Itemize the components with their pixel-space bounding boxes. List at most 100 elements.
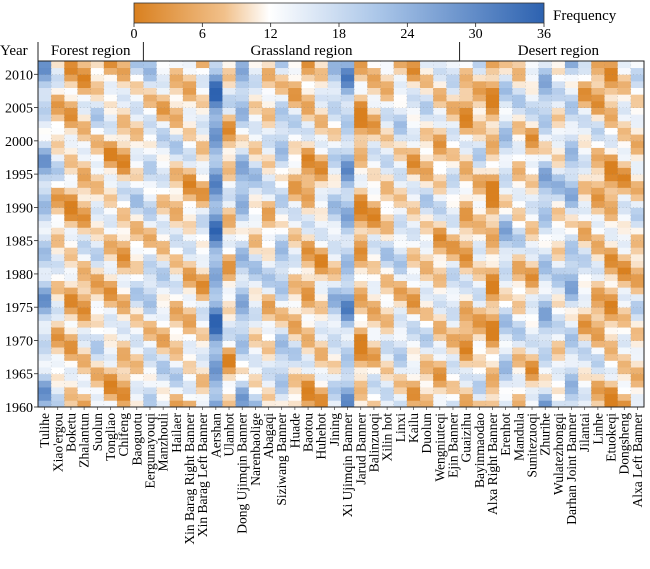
heatmap-cell	[446, 327, 460, 335]
heatmap-cell	[143, 107, 157, 115]
heatmap-cell	[235, 140, 250, 148]
heatmap-cell	[196, 253, 210, 262]
heatmap-cell	[499, 340, 513, 348]
heatmap-cell	[38, 61, 52, 69]
heatmap-cell	[248, 400, 263, 408]
heatmap-cell	[512, 360, 526, 368]
heatmap-cell	[314, 287, 329, 295]
heatmap-cell	[235, 353, 250, 361]
heatmap-cell	[103, 240, 118, 248]
heatmap-cell	[314, 340, 329, 348]
heatmap-cell	[64, 160, 78, 168]
heatmap-cell	[564, 120, 579, 128]
heatmap-cell	[248, 140, 263, 148]
heatmap-cell	[420, 393, 434, 401]
heatmap-cell	[196, 293, 210, 301]
heatmap-cell	[209, 280, 223, 288]
heatmap-cell	[538, 393, 553, 401]
heatmap-cell	[354, 187, 368, 195]
heatmap-cell	[275, 293, 289, 301]
heatmap-cell	[51, 80, 65, 89]
heatmap-cell	[393, 120, 408, 128]
heatmap-cell	[327, 273, 342, 281]
heatmap-cell	[38, 267, 52, 275]
heatmap-cell	[261, 94, 276, 102]
heatmap-cell	[77, 393, 92, 401]
heatmap-cell	[578, 160, 592, 168]
heatmap-cell	[485, 87, 500, 95]
heatmap-cell	[393, 61, 408, 69]
heatmap-cell	[103, 353, 118, 361]
heatmap-cell	[459, 167, 474, 175]
heatmap-cell	[433, 67, 447, 75]
heatmap-cell	[38, 194, 52, 202]
heatmap-cell	[551, 220, 566, 228]
heatmap-cell	[499, 280, 513, 288]
heatmap-cell	[578, 200, 592, 208]
colorbar-tick-label: 12	[264, 27, 278, 42]
heatmap-cell	[499, 74, 513, 82]
heatmap-cell	[182, 94, 197, 102]
heatmap-cell	[196, 67, 210, 75]
heatmap-cell	[275, 347, 289, 355]
heatmap-cell	[591, 327, 605, 335]
heatmap-cell	[77, 260, 92, 268]
heatmap-cell	[512, 114, 526, 122]
heatmap-cell	[38, 87, 52, 95]
heatmap-cell	[77, 253, 92, 262]
heatmap-cell	[459, 234, 474, 242]
heatmap-cell	[288, 107, 302, 115]
heatmap-cell	[564, 340, 579, 348]
heatmap-cell	[393, 273, 408, 281]
heatmap-cell	[169, 273, 184, 281]
heatmap-cell	[222, 127, 236, 135]
heatmap-cell	[630, 247, 645, 255]
heatmap-cell	[367, 400, 381, 408]
heatmap-cell	[327, 373, 342, 381]
heatmap-cell	[156, 140, 171, 148]
heatmap-cell	[327, 280, 342, 288]
heatmap-cell	[499, 107, 513, 115]
heatmap-cell	[77, 333, 92, 341]
heatmap-cell	[604, 120, 619, 128]
heatmap-cell	[406, 320, 421, 328]
heatmap-cell	[354, 220, 368, 228]
heatmap-cell	[314, 107, 329, 115]
heatmap-cell	[301, 167, 316, 175]
heatmap-cell	[380, 267, 395, 275]
heatmap-cell	[301, 393, 316, 401]
heatmap-cell	[591, 180, 605, 188]
heatmap-cell	[380, 67, 395, 75]
heatmap-cell	[499, 293, 513, 301]
heatmap-cell	[617, 373, 632, 381]
heatmap-cell	[64, 320, 78, 328]
heatmap-cell	[578, 120, 592, 128]
heatmap-cell	[525, 253, 539, 262]
heatmap-cell	[156, 187, 171, 195]
heatmap-cell	[420, 100, 434, 108]
heatmap-cell	[578, 214, 592, 222]
heatmap-cell	[117, 253, 131, 262]
heatmap-cell	[485, 253, 500, 262]
heatmap-cell	[499, 214, 513, 222]
x-tick-label: Balinzuoqi	[366, 413, 381, 472]
heatmap-cell	[182, 67, 197, 75]
heatmap-cell	[380, 333, 395, 341]
heatmap-cell	[130, 253, 144, 262]
heatmap-cell	[196, 154, 210, 162]
region-label: Desert region	[518, 43, 600, 59]
heatmap-cell	[301, 380, 316, 388]
heatmap-cell	[393, 200, 408, 208]
heatmap-cell	[617, 387, 632, 395]
heatmap-cell	[248, 380, 263, 388]
heatmap-cell	[433, 367, 447, 375]
heatmap-cell	[314, 400, 329, 408]
heatmap-cell	[564, 80, 579, 89]
heatmap-cell	[288, 320, 302, 328]
heatmap-cell	[512, 373, 526, 381]
heatmap-cell	[130, 280, 144, 288]
heatmap-cell	[209, 360, 223, 368]
heatmap-cell	[77, 340, 92, 348]
heatmap-cell	[169, 387, 184, 395]
heatmap-cell	[499, 320, 513, 328]
